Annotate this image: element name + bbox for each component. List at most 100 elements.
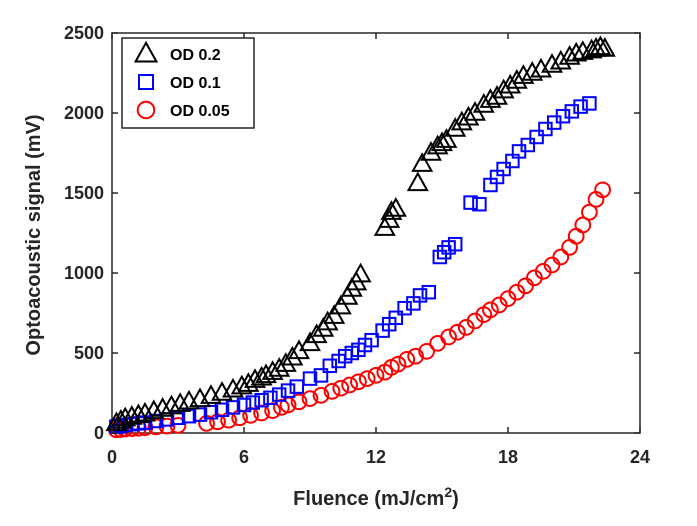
data-point-triangle xyxy=(492,78,515,99)
data-point-circle xyxy=(341,376,358,394)
x-tick-label: 6 xyxy=(239,447,249,467)
data-point-square xyxy=(214,402,230,418)
data-point-square xyxy=(289,379,305,394)
data-point-triangle xyxy=(329,294,352,315)
data-point-triangle xyxy=(281,345,304,366)
data-point-square xyxy=(529,129,544,145)
legend-marker-square xyxy=(137,73,155,91)
data-point-triangle xyxy=(565,41,588,62)
data-point-triangle xyxy=(426,134,449,155)
data-point-triangle xyxy=(127,403,150,424)
data-marks xyxy=(105,35,616,439)
data-point-triangle xyxy=(250,365,273,386)
x-tick-label: 0 xyxy=(107,447,117,467)
data-point-square xyxy=(472,196,487,212)
data-point-triangle xyxy=(505,69,528,89)
data-point-circle xyxy=(407,347,424,365)
data-point-triangle xyxy=(274,352,297,372)
data-point-circle xyxy=(323,383,341,400)
data-point-triangle xyxy=(323,304,346,324)
y-tick-label: 1000 xyxy=(64,263,104,283)
data-point-triangle xyxy=(120,405,143,425)
data-point-circle xyxy=(482,301,499,319)
data-point-circle xyxy=(594,181,611,199)
x-tick-label: 24 xyxy=(630,447,650,467)
data-point-triangle xyxy=(521,61,544,81)
x-tick-label: 18 xyxy=(498,447,518,467)
data-point-square xyxy=(192,407,208,422)
data-point-square xyxy=(364,332,379,348)
data-point-triangle xyxy=(406,171,429,192)
data-point-triangle xyxy=(499,73,522,94)
data-point-triangle xyxy=(151,397,174,417)
data-point-triangle xyxy=(512,64,535,84)
data-point-square xyxy=(302,371,318,386)
data-point-circle xyxy=(574,216,592,234)
data-point-triangle xyxy=(589,35,612,56)
data-point-triangle xyxy=(114,406,137,427)
data-point-triangle xyxy=(457,105,480,126)
data-point-triangle xyxy=(444,117,467,137)
data-point-circle xyxy=(561,239,578,256)
axis-ticks: 0 6 12 18 24 0 500 1000 1500 2000 2500 xyxy=(64,23,650,467)
x-axis-title-end: ) xyxy=(452,488,459,510)
y-tick-label: 1500 xyxy=(64,183,104,203)
data-point-circle xyxy=(581,203,598,221)
data-point-circle xyxy=(290,393,308,411)
y-axis-title: Optoacoustic signal (mV) xyxy=(23,114,45,355)
data-point-triangle xyxy=(593,37,616,57)
data-point-circle xyxy=(158,417,176,435)
data-point-triangle xyxy=(580,38,603,59)
data-point-square xyxy=(225,400,241,415)
data-point-circle xyxy=(429,335,446,352)
data-point-triangle xyxy=(105,411,128,432)
data-point-circle xyxy=(418,343,435,360)
data-point-circle xyxy=(301,390,319,407)
data-point-square xyxy=(520,137,536,153)
data-point-square xyxy=(555,108,571,124)
data-point-triangle xyxy=(380,200,403,220)
data-point-square xyxy=(263,390,278,406)
y-tick-label: 2500 xyxy=(64,23,104,43)
data-point-triangle xyxy=(142,399,165,420)
data-point-circle xyxy=(312,387,330,404)
data-point-square xyxy=(397,300,412,316)
data-point-square xyxy=(203,404,219,420)
legend-label: OD 0.1 xyxy=(170,75,221,92)
data-point-triangle xyxy=(541,53,563,73)
data-point-square xyxy=(236,397,252,413)
x-axis-title-main: Fluence (mJ/cm xyxy=(293,488,444,510)
legend: OD 0.2 OD 0.1 OD 0.05 xyxy=(121,37,255,129)
data-point-square xyxy=(564,104,580,119)
data-point-circle xyxy=(350,373,367,391)
x-axis-title: Fluence (mJ/cm2) xyxy=(293,484,459,510)
series-triangle xyxy=(105,35,616,432)
data-point-triangle xyxy=(479,88,502,108)
data-point-circle xyxy=(440,328,457,346)
data-point-triangle xyxy=(134,401,156,422)
legend-box xyxy=(121,37,255,129)
data-point-triangle xyxy=(450,110,473,131)
data-point-square xyxy=(245,395,261,410)
data-point-triangle xyxy=(486,85,508,105)
data-point-square xyxy=(388,310,404,326)
data-point-square xyxy=(254,392,269,408)
data-point-triangle xyxy=(558,45,581,65)
data-point-square xyxy=(463,195,478,210)
legend-label: OD 0.2 xyxy=(170,47,221,64)
legend-marker-circle xyxy=(136,100,156,120)
data-point-triangle xyxy=(420,141,442,161)
data-point-square xyxy=(280,383,296,398)
data-point-triangle xyxy=(268,357,291,377)
data-point-triangle xyxy=(349,262,372,283)
data-point-triangle xyxy=(571,40,594,60)
y-tick-label: 0 xyxy=(94,423,104,443)
data-point-triangle xyxy=(431,131,453,152)
series-square xyxy=(109,96,597,434)
legend-marker-triangle xyxy=(133,40,159,63)
data-point-square xyxy=(496,161,511,177)
data-point-triangle xyxy=(435,128,458,148)
data-point-square xyxy=(582,96,597,111)
data-point-circle xyxy=(552,248,570,266)
